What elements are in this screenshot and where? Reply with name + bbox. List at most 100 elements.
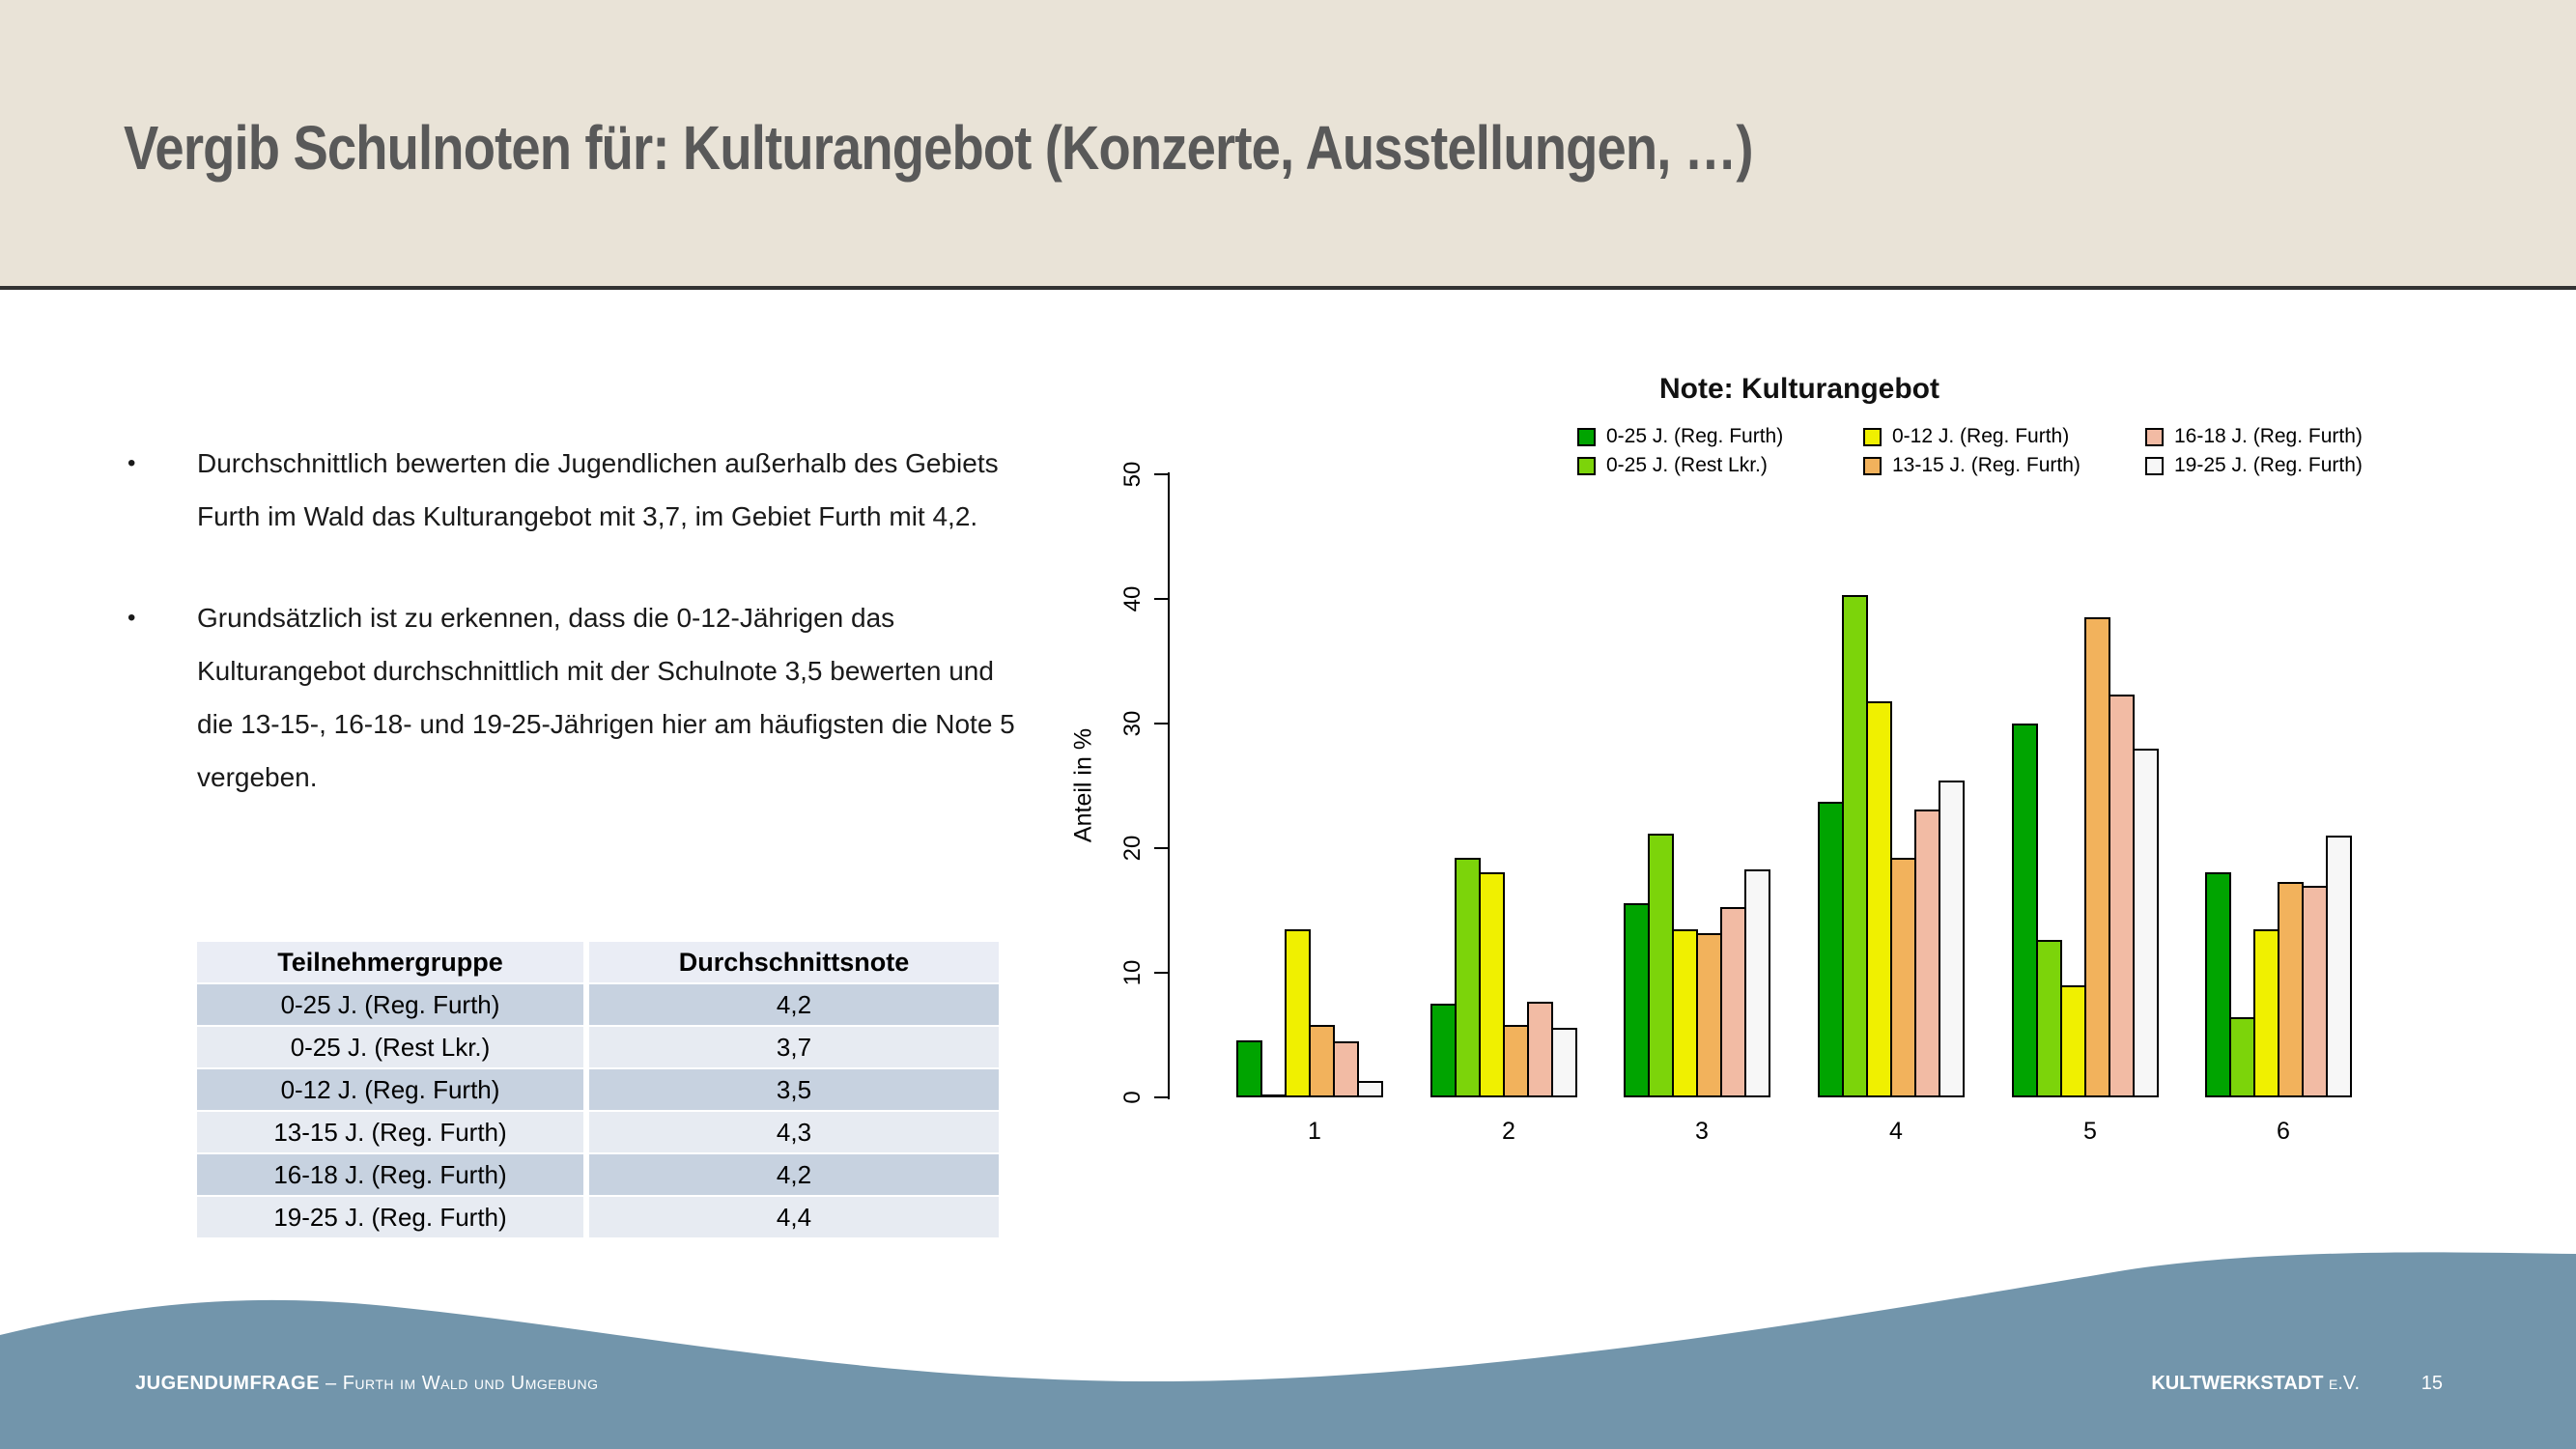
- bar: [1744, 869, 1770, 1097]
- bar: [1818, 802, 1844, 1097]
- y-tick-label: 10: [1119, 959, 1146, 986]
- legend-item: 0-25 J. (Reg. Furth): [1577, 422, 1863, 451]
- bar: [1309, 1025, 1335, 1097]
- bar: [1696, 933, 1722, 1097]
- bar: [2253, 929, 2279, 1097]
- legend-item: 19-25 J. (Reg. Furth): [2145, 451, 2363, 480]
- table-row: 19-25 J. (Reg. Furth) 4,4: [197, 1197, 999, 1237]
- table-row: 0-25 J. (Reg. Furth) 4,2: [197, 984, 999, 1025]
- bar: [1914, 810, 1940, 1097]
- bar: [2278, 882, 2304, 1097]
- group-cell: 0-25 J. (Rest Lkr.): [197, 1027, 583, 1067]
- legend-item: 13-15 J. (Reg. Furth): [1863, 451, 2145, 480]
- bar: [1672, 929, 1698, 1097]
- table-header-cell: Durchschnittsnote: [589, 942, 999, 982]
- x-tick-label: 3: [1695, 1118, 1709, 1145]
- x-tick-label: 6: [2277, 1118, 2290, 1145]
- footer-org-name: KULTWERKSTADT: [2151, 1373, 2324, 1394]
- group-cell: 0-12 J. (Reg. Furth): [197, 1069, 583, 1110]
- grade-cell: 4,4: [589, 1197, 999, 1237]
- footer-left: JUGENDUMFRAGE – Furth im Wald und Umgebu…: [135, 1373, 599, 1395]
- bar: [2060, 985, 2086, 1097]
- page-number: 15: [2420, 1373, 2443, 1394]
- footer-project-name: JUGENDUMFRAGE: [135, 1373, 320, 1394]
- page-title-text: Vergib Schulnoten für: Kulturangebot (Ko…: [124, 113, 1753, 183]
- bar-group: [2012, 617, 2159, 1097]
- bar-group: [1430, 858, 1577, 1097]
- legend-label: 0-25 J. (Reg. Furth): [1606, 425, 1784, 447]
- grade-cell: 4,2: [589, 1154, 999, 1195]
- bar: [2084, 617, 2110, 1097]
- x-tick-label: 2: [1502, 1118, 1515, 1145]
- y-axis-tick: [1154, 723, 1168, 724]
- bullet-text: Durchschnittlich bewerten die Jugendlich…: [197, 448, 999, 531]
- group-cell: 0-25 J. (Reg. Furth): [197, 984, 583, 1025]
- bar: [1357, 1081, 1383, 1097]
- bullet-list: • Durchschnittlich bewerten die Jugendlic…: [127, 437, 1035, 852]
- bar: [1455, 858, 1481, 1097]
- bar: [1333, 1041, 1359, 1097]
- y-axis-tick: [1154, 847, 1168, 849]
- y-axis-tick: [1154, 598, 1168, 600]
- bar: [2012, 724, 2038, 1097]
- legend-swatch: [2145, 427, 2164, 446]
- legend-label: 16-18 J. (Reg. Furth): [2174, 425, 2363, 447]
- group-cell: 19-25 J. (Reg. Furth): [197, 1197, 583, 1237]
- x-tick-label: 5: [2083, 1118, 2097, 1145]
- bar: [1551, 1028, 1577, 1097]
- bar: [1939, 781, 1965, 1097]
- legend-swatch: [1577, 427, 1596, 446]
- y-axis-tick: [1154, 473, 1168, 475]
- chart-legend: 0-25 J. (Reg. Furth) 0-25 J. (Rest Lkr.) 0…: [1577, 422, 2363, 480]
- y-tick-label: 0: [1119, 1091, 1146, 1104]
- group-cell: 13-15 J. (Reg. Furth): [197, 1112, 583, 1152]
- table-header-cell: Teilnehmergruppe: [197, 942, 583, 982]
- bar: [2326, 836, 2352, 1097]
- grade-cell: 3,5: [589, 1069, 999, 1110]
- legend-label: 0-25 J. (Rest Lkr.): [1606, 454, 1768, 476]
- y-tick-label: 20: [1119, 835, 1146, 862]
- bar: [2133, 749, 2159, 1097]
- bar: [1479, 872, 1505, 1097]
- bar: [2036, 940, 2062, 1097]
- legend-label: 0-12 J. (Reg. Furth): [1892, 425, 2070, 447]
- table-row: 16-18 J. (Reg. Furth) 4,2: [197, 1154, 999, 1195]
- group-cell: 16-18 J. (Reg. Furth): [197, 1154, 583, 1195]
- bar: [1260, 1094, 1287, 1097]
- bullet-item: • Durchschnittlich bewerten die Jugendlic…: [127, 437, 1035, 543]
- legend-item: 16-18 J. (Reg. Furth): [2145, 422, 2363, 451]
- plot-area: 0 10 20 30 40 50 1 2 3 4 5 6: [1119, 462, 2377, 1145]
- x-tick-label: 1: [1308, 1118, 1321, 1145]
- bar: [2229, 1017, 2255, 1097]
- grade-cell: 4,2: [589, 984, 999, 1025]
- y-tick-label: 30: [1119, 710, 1146, 737]
- bar: [1236, 1040, 1262, 1097]
- table-row: 0-12 J. (Reg. Furth) 3,5: [197, 1069, 999, 1110]
- table-row: 13-15 J. (Reg. Furth) 4,3: [197, 1112, 999, 1152]
- bar: [1720, 907, 1746, 1097]
- legend-swatch: [1863, 456, 1882, 475]
- bullet-marker: •: [127, 605, 136, 631]
- bar-group: [2205, 836, 2352, 1097]
- y-tick-label: 50: [1119, 461, 1146, 488]
- legend-swatch: [1863, 427, 1882, 446]
- bar-group: [1624, 834, 1770, 1097]
- bar: [1890, 858, 1916, 1097]
- footer-wave: [0, 1252, 2576, 1449]
- bar: [1624, 903, 1650, 1097]
- legend-item: 0-12 J. (Reg. Furth): [1863, 422, 2145, 451]
- footer-project-subtitle: – Furth im Wald und Umgebung: [319, 1373, 599, 1394]
- bar: [2205, 872, 2231, 1097]
- bar-group: [1236, 929, 1383, 1097]
- legend-label: 19-25 J. (Reg. Furth): [2174, 454, 2363, 476]
- bar: [1866, 701, 1892, 1097]
- bar: [1285, 929, 1311, 1097]
- grade-cell: 3,7: [589, 1027, 999, 1067]
- y-axis-tick: [1154, 1096, 1168, 1098]
- bar: [1842, 595, 1868, 1097]
- slide-header: Vergib Schulnoten für: Kulturangebot (Ko…: [0, 0, 2576, 290]
- footer-org-suffix: e.V.: [2323, 1373, 2360, 1394]
- bar: [1503, 1025, 1529, 1097]
- bullet-item: • Grundsätzlich ist zu erkennen, dass die…: [127, 591, 1035, 804]
- x-tick-label: 4: [1889, 1118, 1903, 1145]
